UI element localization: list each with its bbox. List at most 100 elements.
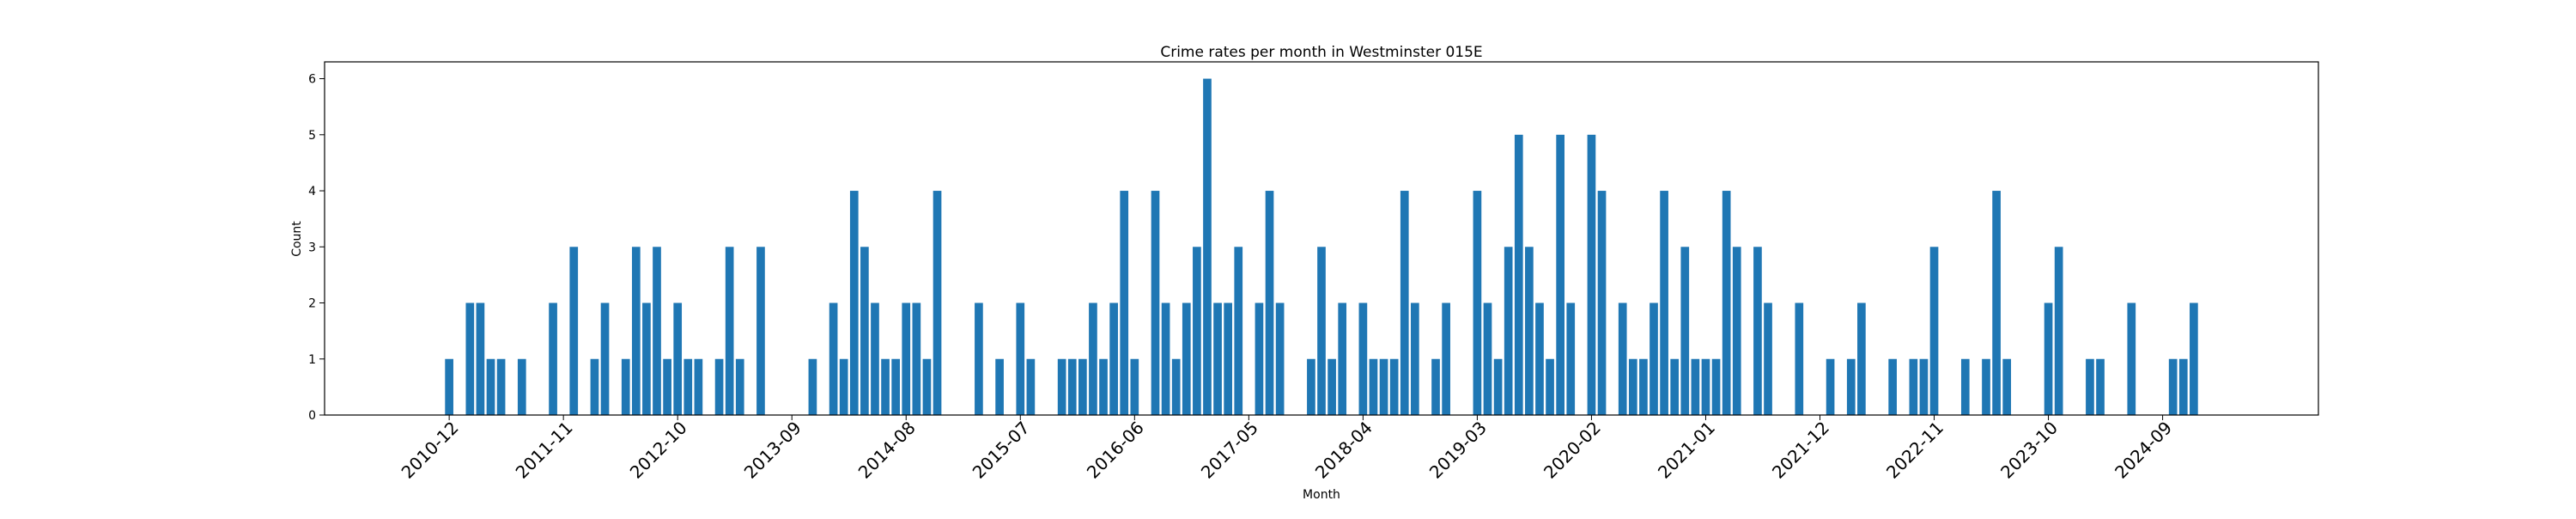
bar <box>912 302 921 415</box>
bar <box>1400 191 1409 416</box>
bar <box>2168 358 2178 415</box>
bar <box>1442 302 1450 415</box>
bar <box>2190 302 2198 415</box>
bar <box>642 302 651 415</box>
y-tick-label: 1 <box>308 353 316 367</box>
bar <box>1525 247 1534 415</box>
bar <box>1099 358 1108 415</box>
bar <box>756 247 765 415</box>
y-tick-label: 3 <box>308 241 316 254</box>
bar <box>1929 247 1939 415</box>
bar <box>549 302 557 415</box>
bar <box>1857 302 1866 415</box>
bar <box>860 247 869 415</box>
bar <box>1566 302 1576 415</box>
bar <box>881 358 890 415</box>
x-axis-label: Month <box>1303 488 1340 502</box>
bar <box>725 247 734 415</box>
bar <box>663 358 671 415</box>
x-tick-label: 2020-02 <box>1540 418 1605 483</box>
bar <box>1504 247 1513 415</box>
x-tick-label: 2019-03 <box>1425 418 1491 483</box>
bar <box>1982 358 1990 415</box>
bar <box>839 358 848 415</box>
bar <box>1722 191 1731 416</box>
bar <box>1255 302 1264 415</box>
y-tick-label: 5 <box>308 129 316 143</box>
x-tick-label: 2021-01 <box>1654 418 1719 483</box>
bar <box>1234 247 1243 415</box>
bar <box>1067 358 1077 415</box>
bar <box>621 358 630 415</box>
x-tick-label: 2021-12 <box>1768 418 1833 483</box>
bar <box>1317 247 1326 415</box>
bar <box>1846 358 1856 415</box>
bar <box>1493 358 1503 415</box>
bar <box>808 358 817 415</box>
bar <box>1732 247 1741 415</box>
bar <box>1327 358 1336 415</box>
bar <box>891 358 900 415</box>
bar <box>1628 358 1637 415</box>
bar <box>1389 358 1399 415</box>
bar <box>1224 302 1232 415</box>
bar <box>1089 302 1097 415</box>
bar <box>933 191 942 416</box>
bar <box>496 358 506 415</box>
bar <box>1338 302 1347 415</box>
bar <box>871 302 879 415</box>
bar <box>1016 302 1025 415</box>
bar <box>714 358 724 415</box>
y-tick-label: 4 <box>308 185 316 198</box>
bar <box>1120 191 1129 416</box>
bar <box>1130 358 1139 415</box>
x-tick-label: 2016-06 <box>1083 418 1148 483</box>
chart-title: Crime rates per month in Westminster 015… <box>1160 44 1482 61</box>
bar <box>445 358 453 415</box>
bar <box>1431 358 1440 415</box>
bar <box>1411 302 1419 415</box>
x-tick-label: 2018-04 <box>1311 418 1376 483</box>
y-axis-label: Count <box>290 221 304 257</box>
bar <box>1919 358 1929 415</box>
bar <box>590 358 599 415</box>
bar <box>673 302 683 415</box>
bar <box>1535 302 1544 415</box>
bar <box>1795 302 1804 415</box>
bar <box>486 358 495 415</box>
bar <box>849 191 859 416</box>
x-tick-label: 2015-07 <box>969 418 1034 483</box>
bar <box>2086 358 2094 415</box>
bar <box>476 302 485 415</box>
bar <box>1078 358 1087 415</box>
bar <box>1618 302 1627 415</box>
bar <box>1379 358 1388 415</box>
bar <box>1171 358 1181 415</box>
bar <box>1701 358 1710 415</box>
bar <box>2127 302 2136 415</box>
bar <box>694 358 703 415</box>
x-tick-label: 2022-11 <box>1882 418 1947 483</box>
bar <box>631 247 641 415</box>
bar <box>569 247 579 415</box>
bar <box>829 302 838 415</box>
bar <box>1660 191 1668 416</box>
bar <box>1213 302 1222 415</box>
y-tick-label: 6 <box>308 73 316 87</box>
bar <box>1960 358 1970 415</box>
bar <box>1826 358 1835 415</box>
bar <box>1473 191 1482 416</box>
x-tick-label: 2017-05 <box>1197 418 1262 483</box>
bar <box>1151 191 1160 416</box>
bar <box>1764 302 1772 415</box>
bar <box>1670 358 1680 415</box>
bar <box>2044 302 2053 415</box>
bar <box>1265 191 1274 416</box>
bar <box>1691 358 1700 415</box>
bar <box>902 302 911 415</box>
bar <box>2002 358 2012 415</box>
bar <box>1109 302 1118 415</box>
y-tick-label: 2 <box>308 297 316 311</box>
